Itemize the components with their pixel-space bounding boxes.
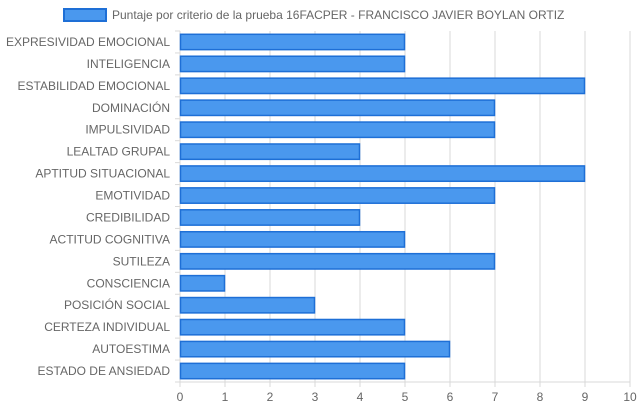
category-label: EXPRESIVIDAD EMOCIONAL xyxy=(6,35,170,49)
bar[interactable] xyxy=(179,274,226,292)
category-label: AUTOESTIMA xyxy=(92,342,170,356)
category-label: ESTADO DE ANSIEDAD xyxy=(38,364,171,378)
category-label: POSICIÓN SOCIAL xyxy=(64,297,170,312)
x-tick-labels: 0 1 2 3 4 5 6 7 8 9 10 xyxy=(177,390,637,404)
bar[interactable] xyxy=(179,55,406,73)
category-label: CONSCIENCIA xyxy=(87,276,170,290)
bars xyxy=(179,33,586,380)
legend[interactable]: Puntaje por criterio de la prueba 16FACP… xyxy=(63,8,564,22)
category-labels: EXPRESIVIDAD EMOCIONAL INTELIGENCIA ESTABI… xyxy=(6,35,170,378)
category-label: CREDIBILIDAD xyxy=(86,210,170,224)
x-tick-label: 2 xyxy=(267,390,274,404)
bar[interactable] xyxy=(179,77,586,95)
bar[interactable] xyxy=(179,143,361,161)
category-label: DOMINACIÓN xyxy=(92,100,170,115)
bar[interactable] xyxy=(179,362,406,380)
x-tick-label: 8 xyxy=(537,390,544,404)
category-label: ESTABILIDAD EMOCIONAL xyxy=(18,79,171,93)
bar[interactable] xyxy=(179,209,361,226)
bar[interactable] xyxy=(179,318,406,336)
legend-label: Puntaje por criterio de la prueba 16FACP… xyxy=(112,8,564,22)
bar[interactable] xyxy=(179,230,406,248)
x-tick-label: 4 xyxy=(357,390,364,404)
category-label: LEALTAD GRUPAL xyxy=(67,145,171,159)
x-tick-label: 3 xyxy=(312,390,319,404)
bar[interactable] xyxy=(179,165,586,183)
category-label: IMPULSIVIDAD xyxy=(85,123,170,137)
x-tick-label: 10 xyxy=(623,390,637,404)
bar[interactable] xyxy=(179,187,496,204)
bar[interactable] xyxy=(179,121,496,139)
x-tick-label: 7 xyxy=(492,390,499,404)
bar[interactable] xyxy=(179,99,496,117)
category-label: CERTEZA INDIVIDUAL xyxy=(44,320,170,334)
category-label: APTITUD SITUACIONAL xyxy=(35,167,170,181)
bar[interactable] xyxy=(179,33,406,51)
bar[interactable] xyxy=(179,252,496,270)
x-tick-label: 6 xyxy=(447,390,454,404)
bar[interactable] xyxy=(179,296,316,314)
category-label: SUTILEZA xyxy=(113,254,170,268)
category-label: ACTITUD COGNITIVA xyxy=(50,232,170,246)
x-tick-label: 0 xyxy=(177,390,184,404)
x-tick-label: 5 xyxy=(402,390,409,404)
category-label: EMOTIVIDAD xyxy=(95,189,170,203)
bar[interactable] xyxy=(179,340,451,358)
x-tick-label: 9 xyxy=(582,390,589,404)
legend-swatch xyxy=(63,8,107,22)
category-label: INTELIGENCIA xyxy=(87,57,170,71)
x-tick-label: 1 xyxy=(222,390,229,404)
